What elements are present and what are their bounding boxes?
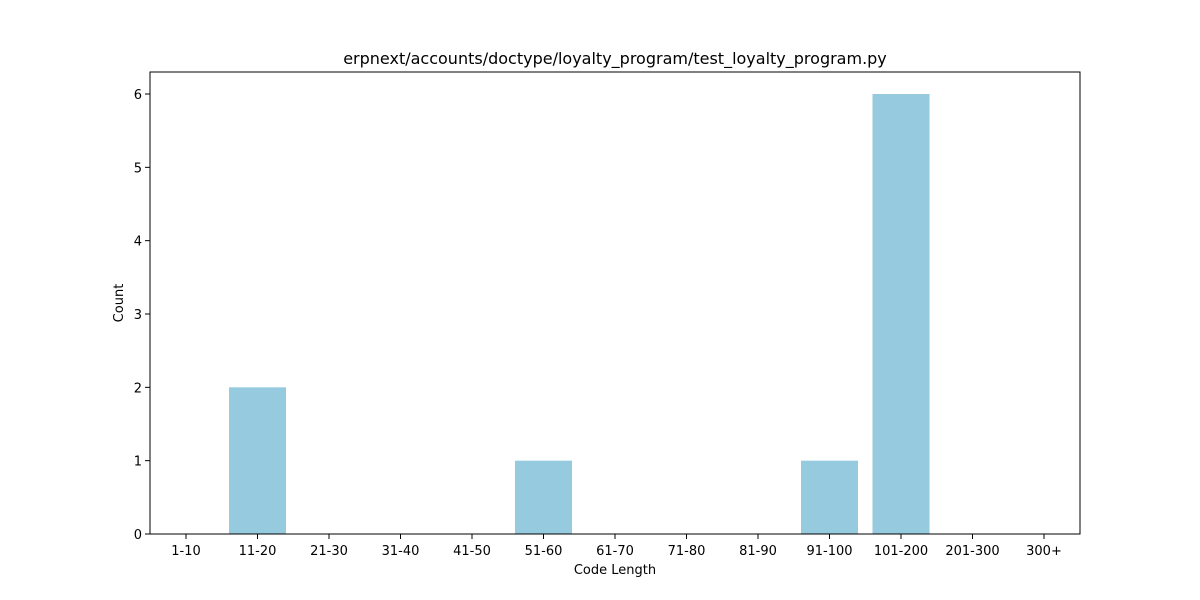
plot-frame <box>149 71 1081 535</box>
bar-91-100 <box>801 460 858 534</box>
x-tick-label: 71-80 <box>668 544 706 559</box>
x-tick-label: 300+ <box>1026 544 1062 559</box>
x-tick-label: 31-40 <box>382 544 420 559</box>
y-tick-label: 4 <box>134 235 142 250</box>
y-tick-label: 2 <box>134 381 142 396</box>
x-tick-label: 41-50 <box>453 544 491 559</box>
y-tick-label: 1 <box>134 455 142 470</box>
x-tick-label: 11-20 <box>239 544 277 559</box>
x-tick-label: 91-100 <box>806 544 852 559</box>
bar-101-200 <box>872 94 930 534</box>
y-axis: 0 1 2 3 4 5 6 <box>134 88 150 543</box>
y-tick-label: 5 <box>134 161 142 176</box>
x-tick-label: 1-10 <box>171 544 201 559</box>
x-tick-label: 61-70 <box>596 544 634 559</box>
y-axis-label: Count <box>112 284 127 323</box>
x-tick-label: 101-200 <box>874 544 928 559</box>
y-tick-label: 0 <box>134 528 142 543</box>
bars-group <box>229 94 930 534</box>
chart-title: erpnext/accounts/doctype/loyalty_program… <box>343 49 887 69</box>
y-tick-label: 3 <box>134 308 142 323</box>
x-tick-label: 81-90 <box>739 544 777 559</box>
x-axis-label: Code Length <box>574 563 656 578</box>
x-tick-label: 51-60 <box>525 544 563 559</box>
bar-11-20 <box>229 387 286 534</box>
y-tick-label: 6 <box>134 88 142 103</box>
x-tick-label: 201-300 <box>945 544 999 559</box>
x-axis: 1-10 11-20 21-30 31-40 41-50 51-60 61-70 71-80 8… <box>171 534 1062 559</box>
bar-51-60 <box>515 460 572 534</box>
x-tick-label: 21-30 <box>310 544 348 559</box>
